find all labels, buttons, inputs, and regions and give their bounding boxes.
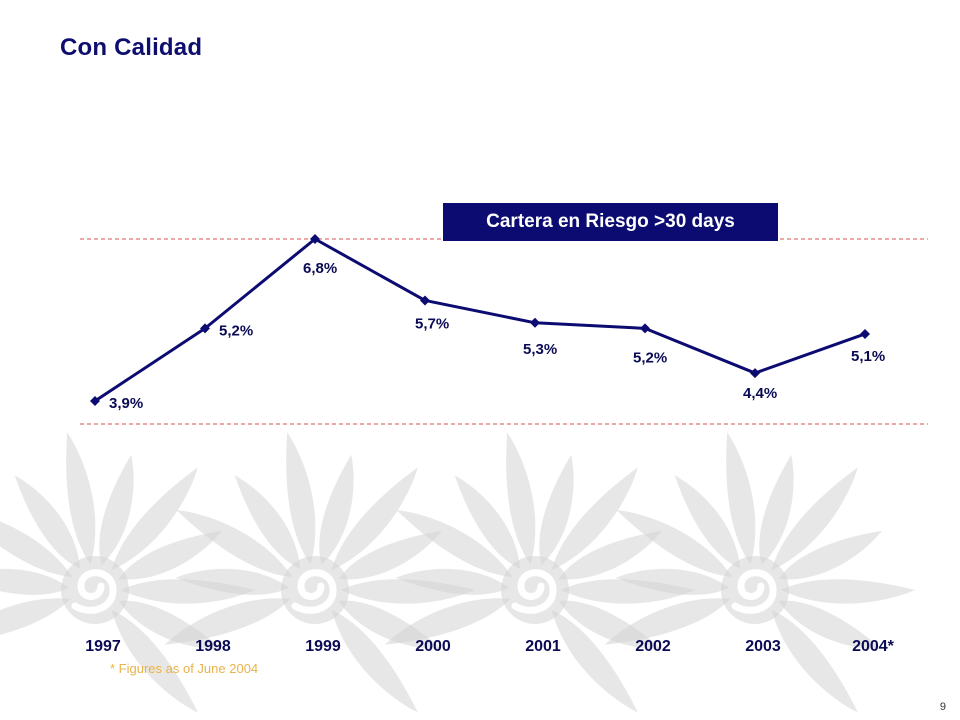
watermark-petal — [674, 475, 741, 569]
watermark-petal — [454, 475, 521, 569]
data-point-2003 — [750, 368, 760, 379]
watermark-petal — [615, 569, 730, 595]
watermark-core — [721, 556, 789, 624]
watermark-logos — [0, 432, 915, 713]
watermark-petal — [558, 530, 662, 580]
watermark-core — [61, 556, 129, 624]
watermark-petal — [14, 475, 81, 569]
series-line-group — [94, 237, 866, 403]
watermark-petal — [551, 609, 638, 713]
data-label-2000: 5,7% — [415, 315, 449, 332]
watermark-petal — [111, 609, 198, 713]
watermark-petal — [234, 475, 301, 569]
watermark-petal — [384, 598, 511, 645]
watermark-core — [281, 556, 349, 624]
watermark-spiral — [291, 569, 337, 614]
watermark-petal — [175, 569, 290, 595]
data-label-2001: 5,3% — [523, 341, 557, 358]
data-label-1998: 5,2% — [219, 322, 253, 339]
watermark-petal — [539, 454, 574, 565]
data-point-2004* — [860, 328, 870, 339]
x-tick-2001: 2001 — [525, 638, 561, 655]
page-title: Con Calidad — [60, 34, 203, 61]
reference-lines — [80, 238, 928, 425]
data-labels: 3,9% 5,2% 6,8% 5,7% 5,3% 5,2% 4,4% 5,1% — [109, 260, 885, 412]
data-point-2000 — [420, 295, 430, 306]
data-point-2002 — [640, 323, 650, 334]
x-tick-1997: 1997 — [85, 638, 121, 655]
watermark-petal — [66, 432, 96, 565]
footnote: * Figures as of June 2004 — [110, 661, 259, 676]
x-tick-2002: 2002 — [635, 638, 671, 655]
watermark-petal — [778, 600, 882, 650]
watermark-core — [501, 556, 569, 624]
watermark-petal — [0, 510, 73, 577]
data-point-1999 — [310, 234, 320, 244]
watermark-petal — [506, 432, 536, 565]
watermark-petal — [771, 467, 858, 571]
watermark-petal — [396, 510, 513, 577]
watermark-logo-1 — [164, 432, 475, 713]
watermark-petal — [331, 609, 418, 713]
watermark-petal — [118, 530, 222, 580]
watermark-petal — [286, 432, 316, 565]
watermark-logo-2 — [384, 432, 695, 713]
series-line — [94, 237, 866, 403]
watermark-spiral — [731, 569, 777, 614]
watermark-petal — [551, 467, 638, 571]
x-tick-labels: 1997 1998 1999 2000 2001 2002 2003 2004* — [85, 638, 894, 655]
watermark-petal — [604, 598, 731, 645]
watermark-petal — [771, 609, 858, 713]
watermark-petal — [111, 467, 198, 571]
watermark-petal — [99, 454, 134, 565]
data-label-1997: 3,9% — [109, 395, 143, 412]
chart-title-box: Cartera en Riesgo >30 days — [443, 203, 778, 241]
watermark-petal — [0, 598, 71, 645]
watermark-petal — [759, 454, 794, 565]
data-label-1999: 6,8% — [303, 260, 337, 277]
watermark-petal — [726, 432, 756, 565]
data-point-1998 — [200, 323, 210, 334]
data-point-1997 — [90, 396, 100, 406]
data-markers — [90, 234, 870, 406]
data-label-2003: 4,4% — [743, 385, 777, 402]
watermark-petal — [331, 467, 418, 571]
x-tick-2000: 2000 — [415, 638, 451, 655]
x-tick-2003: 2003 — [745, 638, 781, 655]
watermark-logo-3 — [604, 432, 915, 713]
x-tick-1999: 1999 — [305, 638, 341, 655]
watermark-petal — [176, 510, 293, 577]
page-number: 9 — [939, 701, 946, 713]
watermark-spiral — [511, 569, 557, 614]
watermark-petal — [164, 598, 291, 645]
watermark-petal — [781, 579, 915, 604]
watermark-petal — [778, 530, 882, 580]
watermark-petal — [0, 569, 70, 595]
data-label-2004*: 5,1% — [851, 348, 885, 365]
watermark-petal — [338, 530, 442, 580]
x-tick-1998: 1998 — [195, 638, 231, 655]
data-point-2001 — [530, 317, 540, 328]
watermark-spiral — [71, 569, 117, 614]
watermark-petal — [395, 569, 510, 595]
watermark-petal — [319, 454, 354, 565]
data-label-2002: 5,2% — [633, 349, 667, 366]
x-tick-2004*: 2004* — [852, 638, 895, 655]
watermark-petal — [616, 510, 733, 577]
